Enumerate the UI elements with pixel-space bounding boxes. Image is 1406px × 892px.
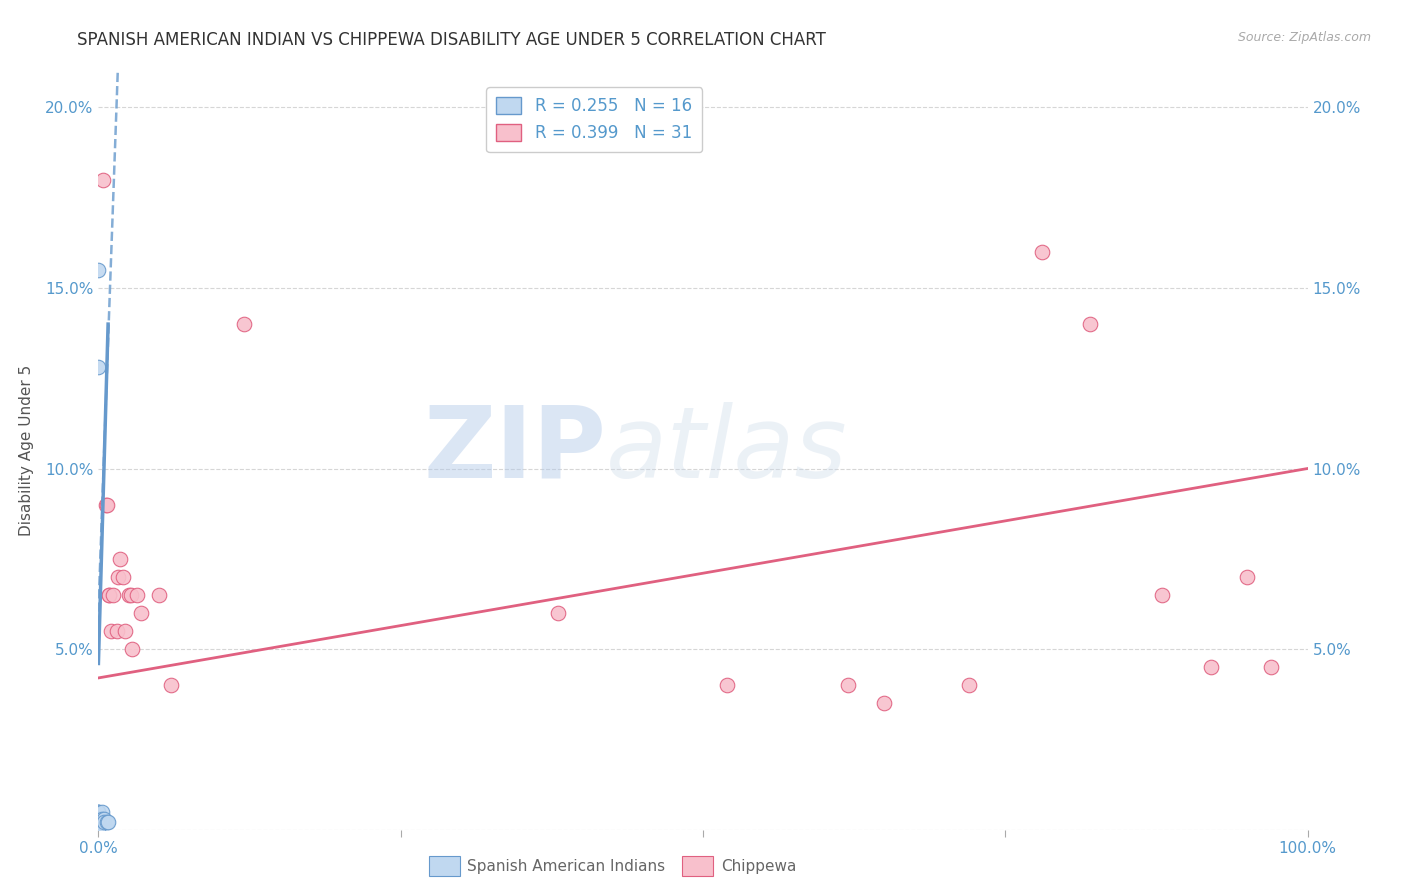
Point	[87, 805, 110, 819]
Point	[873, 696, 896, 710]
Point	[837, 678, 859, 692]
Point	[100, 624, 122, 638]
Point	[93, 815, 115, 830]
Text: atlas: atlas	[606, 402, 848, 499]
Point	[148, 588, 170, 602]
Point	[87, 822, 110, 837]
Point	[87, 805, 110, 819]
Point	[87, 805, 110, 819]
Point	[105, 624, 128, 638]
Point	[87, 812, 110, 826]
Point	[97, 815, 120, 830]
Point	[716, 678, 738, 692]
Point	[98, 588, 121, 602]
Point	[1031, 244, 1053, 259]
Point	[108, 551, 131, 566]
Point	[114, 624, 136, 638]
Point	[121, 642, 143, 657]
Legend: R = 0.255   N = 16, R = 0.399   N = 31: R = 0.255 N = 16, R = 0.399 N = 31	[486, 87, 702, 152]
Point	[98, 588, 121, 602]
Point	[118, 588, 141, 602]
Point	[96, 498, 118, 512]
Point	[87, 815, 110, 830]
Point	[87, 815, 110, 830]
Point	[101, 588, 124, 602]
Point	[232, 317, 254, 331]
Point	[127, 588, 149, 602]
Text: Spanish American Indians: Spanish American Indians	[467, 859, 665, 873]
Point	[957, 678, 980, 692]
Point	[1199, 660, 1222, 674]
Point	[111, 570, 134, 584]
Point	[160, 678, 183, 692]
Point	[120, 588, 142, 602]
Point	[129, 606, 152, 620]
Text: Chippewa: Chippewa	[721, 859, 797, 873]
Point	[87, 263, 110, 277]
Point	[91, 812, 114, 826]
Point	[107, 570, 129, 584]
Point	[94, 498, 117, 512]
Point	[1152, 588, 1174, 602]
Point	[91, 805, 114, 819]
Point	[87, 812, 110, 826]
Point	[93, 812, 115, 826]
Text: SPANISH AMERICAN INDIAN VS CHIPPEWA DISABILITY AGE UNDER 5 CORRELATION CHART: SPANISH AMERICAN INDIAN VS CHIPPEWA DISA…	[77, 31, 827, 49]
Point	[1078, 317, 1101, 331]
Y-axis label: Disability Age Under 5: Disability Age Under 5	[20, 365, 34, 536]
Point	[87, 360, 110, 375]
Text: ZIP: ZIP	[423, 402, 606, 499]
Point	[1260, 660, 1282, 674]
Point	[91, 172, 114, 186]
Point	[547, 606, 569, 620]
Text: Source: ZipAtlas.com: Source: ZipAtlas.com	[1237, 31, 1371, 45]
Point	[1236, 570, 1258, 584]
Point	[96, 815, 118, 830]
